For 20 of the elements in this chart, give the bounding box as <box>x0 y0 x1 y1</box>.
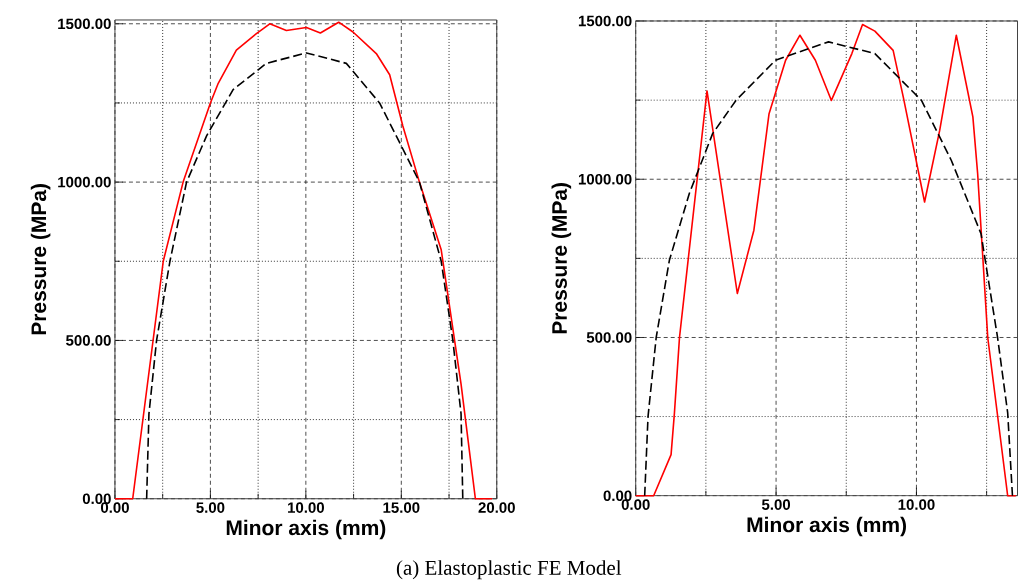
y-tick-label: 0.00 <box>603 490 632 502</box>
y-tick-label: 1500.00 <box>58 18 111 30</box>
x-tick-label: 20.00 <box>478 502 515 514</box>
text: (a) Elastoplastic FE Model <box>396 560 622 580</box>
x-tick-label: 10.00 <box>898 499 935 511</box>
y-axis-title: Pressure (MPa) <box>30 184 51 335</box>
y-tick-label: 1000.00 <box>58 176 111 188</box>
x-tick-label: 5.00 <box>761 499 791 511</box>
x-tick-label: 5.00 <box>196 502 225 514</box>
y-axis-title: Pressure (MPa) <box>551 183 572 334</box>
x-tick-label: 10.00 <box>288 502 324 514</box>
x-tick-label: 0.00 <box>621 499 650 511</box>
x-axis-title: Minor axis (mm) <box>226 519 386 540</box>
x-tick-label: 0.00 <box>100 502 129 514</box>
y-tick-label: 500.00 <box>586 332 632 343</box>
y-tick-label: 500.00 <box>66 335 111 346</box>
y-tick-label: 1000.00 <box>578 174 632 185</box>
y-tick-label: 1500.00 <box>578 15 632 27</box>
x-tick-label: 15.00 <box>383 502 420 514</box>
x-axis-title: Minor axis (mm) <box>747 516 907 537</box>
